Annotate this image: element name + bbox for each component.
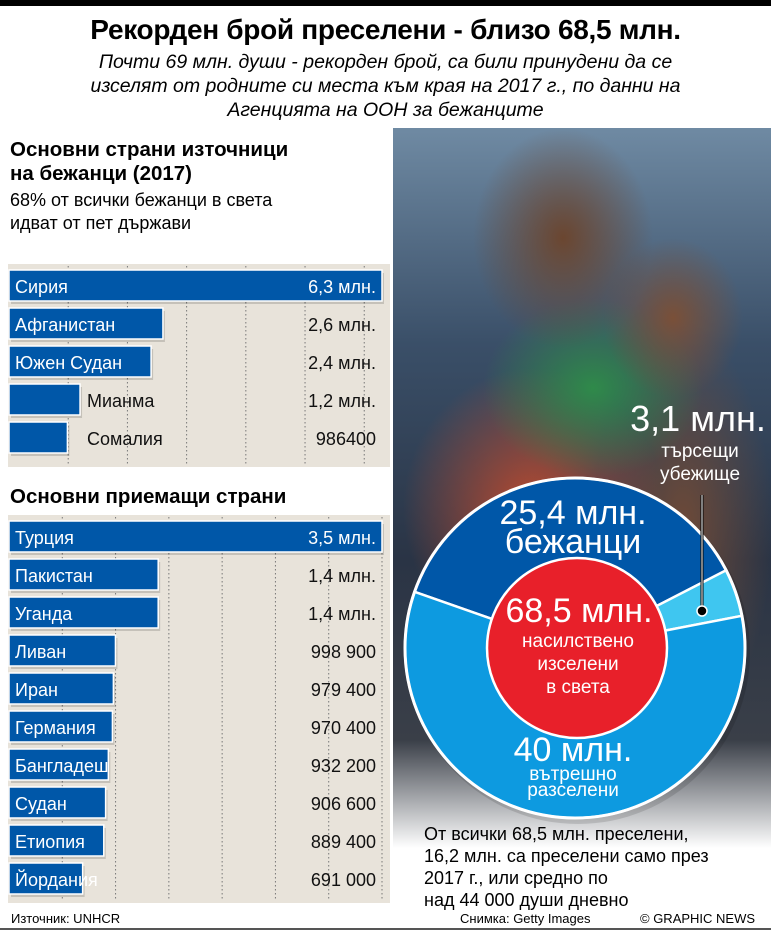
asylum-value: 3,1 млн. [630,398,766,439]
source-credit: Източник: UNHCR [11,911,121,926]
source-countries-title: Основни страни източници на бежанци (201… [10,138,288,186]
bar-label: Пакистан [15,566,93,586]
note: От всички 68,5 млн. преселени, 16,2 млн.… [424,823,709,911]
bar-label: Иран [15,680,58,700]
bar [8,596,159,629]
bar-label: Ливан [15,642,66,662]
value-label: 998 900 [311,642,376,662]
value-label: 691 000 [311,870,376,890]
host-countries-title: Основни приемащи страни [10,485,287,508]
bar [8,383,81,416]
subtitle-line: 68% от всички бежанци в света [10,190,273,210]
note-line: над 44 000 души дневно [424,890,629,910]
bar [8,862,84,895]
bar-label: Сирия [15,277,68,297]
pie-outline [403,476,747,820]
pie-center [485,556,669,740]
note-line: 2017 г., или средно по [424,868,608,888]
value-label: 2,6 млн. [308,315,376,335]
subtitle-line: изселят от родните си места към края на … [90,75,681,97]
center-label: в света [546,677,610,698]
top-bar [0,0,771,6]
center-label: насилствено [522,631,634,652]
page-title: Рекорден брой преселени - близо 68,5 млн… [90,14,681,45]
bar-label: Сомалия [87,429,163,449]
bar [8,672,115,705]
value-label: 889 400 [311,832,376,852]
bar [8,634,117,667]
asylum-label: търсещи [661,441,738,462]
bar-label: Судан [15,794,67,814]
bar [8,307,164,340]
bar-label: Афганистан [15,315,115,335]
value-label: 3,5 млн. [308,528,376,548]
copyright: © GRAPHIC NEWS [640,911,756,926]
value-label: 1,4 млн. [308,566,376,586]
bar-label: Бангладеш [15,756,108,776]
note-line: 16,2 млн. са преселени само през [424,846,709,866]
title-line: на бежанци (2017) [10,162,192,185]
bar-label: Южен Судан [15,353,122,373]
idp-label: разселени [527,780,619,801]
value-label: 1,2 млн. [308,391,376,411]
bar [8,824,105,857]
bar-label: Турция [15,528,74,548]
subtitle: Почти 69 млн. души - рекорден брой, са б… [20,50,751,122]
center-label: изселени [537,654,618,675]
source-countries-subtitle: 68% от всички бежанци в света идват от п… [10,189,272,235]
idp-label: вътрешно [529,764,616,785]
bar [8,748,110,781]
bar-label: Етиопия [15,832,85,852]
value-label: 906 600 [311,794,376,814]
bar-label: Йордания [15,869,98,890]
asylum-label: убежище [660,464,740,485]
bar [8,520,383,553]
value-label: 979 400 [311,680,376,700]
value-label: 970 400 [311,718,376,738]
bottom-line [0,928,771,930]
idp-value: 40 млн. [514,731,633,769]
photo-credit: Снимка: Getty Images [460,911,591,926]
bar [8,558,159,591]
value-label: 6,3 млн. [308,277,376,297]
title-line: Основни страни източници [10,138,289,161]
bar-label: Уганда [15,604,73,624]
value-label: 2,4 млн. [308,353,376,373]
bar [8,710,114,743]
value-label: 1,4 млн. [308,604,376,624]
subtitle-line: Почти 69 млн. души - рекорден брой, са б… [98,51,673,73]
refugees-value: 25,4 млн. [499,494,646,532]
note-line: От всички 68,5 млн. преселени, [424,824,689,844]
center-value: 68,5 млн. [505,592,652,630]
bar [8,421,69,454]
bar [8,786,107,819]
bar [8,269,383,302]
value-label: 932 200 [311,756,376,776]
subtitle-line: Агенцията на ООН за бежанците [227,99,544,121]
asylum-leader-dot [696,605,708,617]
subtitle-line: идват от пет държави [10,213,192,233]
refugees-label: бежанци [505,523,642,561]
bar [8,345,152,378]
bar-label: Мианма [87,391,155,411]
bar-label: Германия [15,718,96,738]
value-label: 986400 [316,429,376,449]
